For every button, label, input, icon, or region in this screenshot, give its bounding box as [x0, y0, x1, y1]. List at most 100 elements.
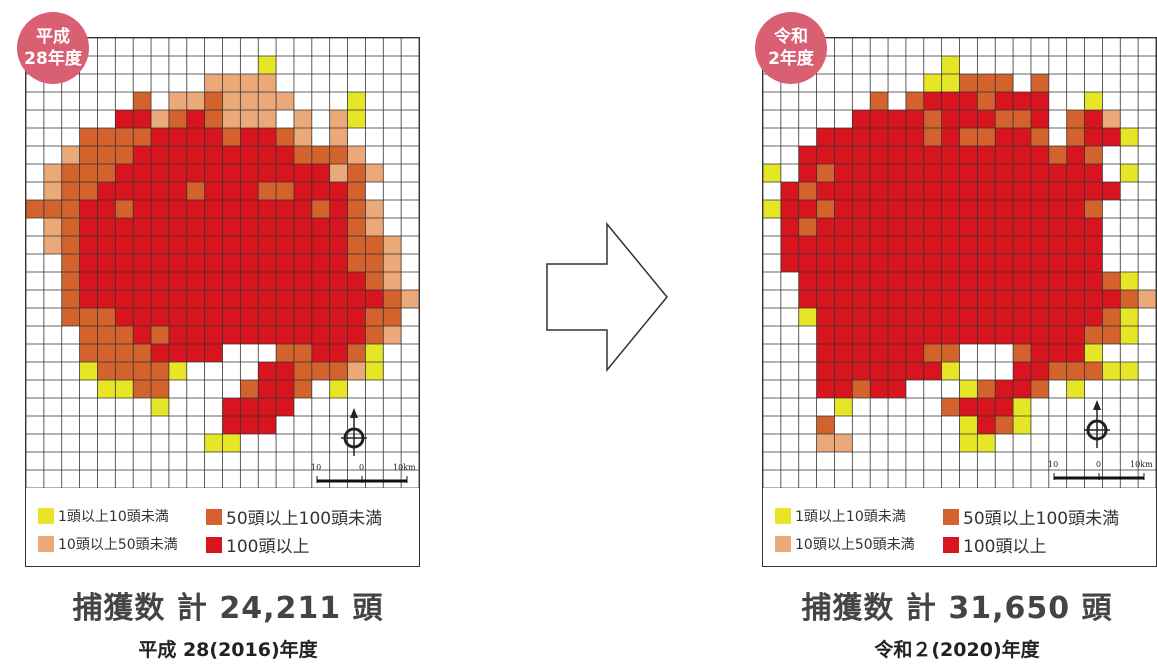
grid-cell-lvl2: [151, 110, 169, 128]
grid-cell-lvl3: [43, 200, 62, 218]
legend-swatch: [206, 508, 222, 525]
grid-cell-lvl4: [293, 254, 312, 272]
grid-cell-lvl4: [816, 236, 835, 254]
grid-cell-lvl4: [1066, 326, 1085, 344]
grid-cell-lvl4: [870, 272, 889, 290]
right-arrow-icon: [546, 222, 668, 372]
grid-cell-lvl4: [186, 218, 205, 236]
grid-cell-lvl3: [977, 380, 996, 398]
grid-cell-lvl3: [1030, 74, 1049, 92]
grid-cell-lvl4: [870, 200, 889, 218]
grid-cell-lvl3: [1102, 308, 1121, 326]
grid-cell-lvl1: [798, 308, 817, 326]
grid-cell-lvl4: [258, 398, 277, 416]
grid-cell-lvl4: [133, 182, 152, 200]
grid-cell-lvl1: [347, 110, 366, 128]
grid-cell-lvl4: [276, 146, 294, 164]
grid-cell-lvl4: [329, 308, 348, 326]
grid-cell-lvl3: [383, 290, 402, 308]
grid-cell-lvl2: [258, 110, 277, 128]
grid-cell-lvl4: [347, 326, 366, 344]
grid-cell-lvl4: [1030, 92, 1049, 110]
grid-cell-lvl4: [977, 290, 996, 308]
grid-cell-lvl4: [1030, 110, 1049, 128]
grid-cell-lvl4: [97, 218, 116, 236]
grid-cell-lvl1: [1120, 164, 1139, 182]
grid-cell-lvl3: [222, 128, 241, 146]
grid-cell-lvl4: [1066, 344, 1085, 362]
grid-cell-lvl4: [923, 308, 942, 326]
grid-cell-lvl4: [1030, 146, 1049, 164]
grid-cell-lvl4: [240, 182, 259, 200]
grid-cell-lvl4: [240, 164, 259, 182]
grid-cell-lvl4: [293, 272, 312, 290]
grid-cell-lvl4: [1013, 200, 1031, 218]
grid-cell-lvl4: [276, 272, 294, 290]
grid-cell-lvl3: [97, 146, 116, 164]
grid-cell-lvl4: [133, 326, 152, 344]
grid-cell-lvl4: [923, 362, 942, 380]
grid-cell-lvl1: [941, 74, 960, 92]
legend-swatch: [38, 508, 54, 524]
grid-cell-lvl3: [977, 128, 996, 146]
grid-cell-lvl4: [1013, 380, 1031, 398]
legend-swatch: [38, 536, 54, 552]
grid-cell-lvl4: [293, 326, 312, 344]
legend-item: 50頭以上100頭未満: [206, 504, 382, 529]
grid-cell-lvl2: [240, 74, 259, 92]
grid-cell-lvl4: [780, 236, 799, 254]
grid-cell-lvl3: [1084, 146, 1103, 164]
grid-cell-lvl4: [870, 146, 889, 164]
grid-cell-lvl2: [834, 434, 853, 452]
grid-cell-lvl4: [240, 236, 259, 254]
grid-cell-lvl3: [133, 380, 152, 398]
grid-cell-lvl4: [168, 326, 187, 344]
grid-cell-lvl4: [1030, 254, 1049, 272]
legend-swatch: [206, 536, 222, 553]
grid-cell-lvl4: [1066, 236, 1085, 254]
grid-cell-lvl4: [888, 326, 906, 344]
grid-cell-lvl2: [258, 92, 277, 110]
grid-cell-lvl4: [905, 110, 924, 128]
legend-item: 10頭以上50頭未満: [775, 534, 915, 554]
grid-cell-lvl4: [995, 308, 1014, 326]
grid-cell-lvl1: [923, 74, 942, 92]
grid-cell-lvl3: [329, 362, 348, 380]
grid-cell-lvl3: [311, 200, 330, 218]
grid-cell-lvl4: [977, 164, 996, 182]
grid-cell-lvl4: [133, 272, 152, 290]
grid-cell-lvl1: [329, 380, 348, 398]
grid-cell-lvl3: [347, 200, 366, 218]
grid-cell-lvl4: [240, 218, 259, 236]
compass-icon: [341, 408, 367, 456]
grid-cell-lvl4: [816, 290, 835, 308]
grid-cell-lvl2: [329, 164, 348, 182]
grid-cell-lvl2: [43, 182, 62, 200]
grid-cell-lvl4: [888, 272, 906, 290]
grid-cell-lvl4: [347, 272, 366, 290]
grid-cell-lvl4: [151, 344, 169, 362]
grid-cell-lvl4: [798, 146, 817, 164]
grid-cell-lvl4: [959, 146, 978, 164]
grid-cell-lvl2: [347, 146, 366, 164]
map-panel-2020: 10 0 10km 1頭以上10頭未満 50頭以上100頭未満 10頭以上50頭…: [717, 0, 1157, 669]
grid-cell-lvl4: [222, 416, 241, 434]
grid-cell-lvl2: [1102, 110, 1121, 128]
grid-cell-lvl1: [151, 398, 169, 416]
grid-cell-lvl4: [798, 164, 817, 182]
grid-cell-lvl3: [816, 164, 835, 182]
grid-cell-lvl1: [959, 416, 978, 434]
grid-cell-lvl3: [923, 128, 942, 146]
grid-cell-lvl4: [222, 308, 241, 326]
grid-cell-lvl4: [959, 200, 978, 218]
grid-cell-lvl4: [888, 146, 906, 164]
grid-cell-lvl4: [258, 254, 277, 272]
grid-cell-lvl3: [204, 92, 223, 110]
grid-cell-lvl4: [1013, 308, 1031, 326]
grid-cell-lvl3: [61, 236, 80, 254]
grid-cell-lvl4: [1084, 254, 1103, 272]
grid-cell-lvl3: [383, 308, 402, 326]
grid-cell-lvl4: [798, 290, 817, 308]
grid-cell-lvl4: [834, 326, 853, 344]
grid-cell-lvl4: [959, 290, 978, 308]
